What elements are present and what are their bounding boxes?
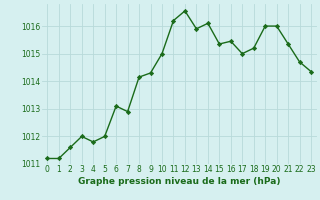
X-axis label: Graphe pression niveau de la mer (hPa): Graphe pression niveau de la mer (hPa) [78,177,280,186]
